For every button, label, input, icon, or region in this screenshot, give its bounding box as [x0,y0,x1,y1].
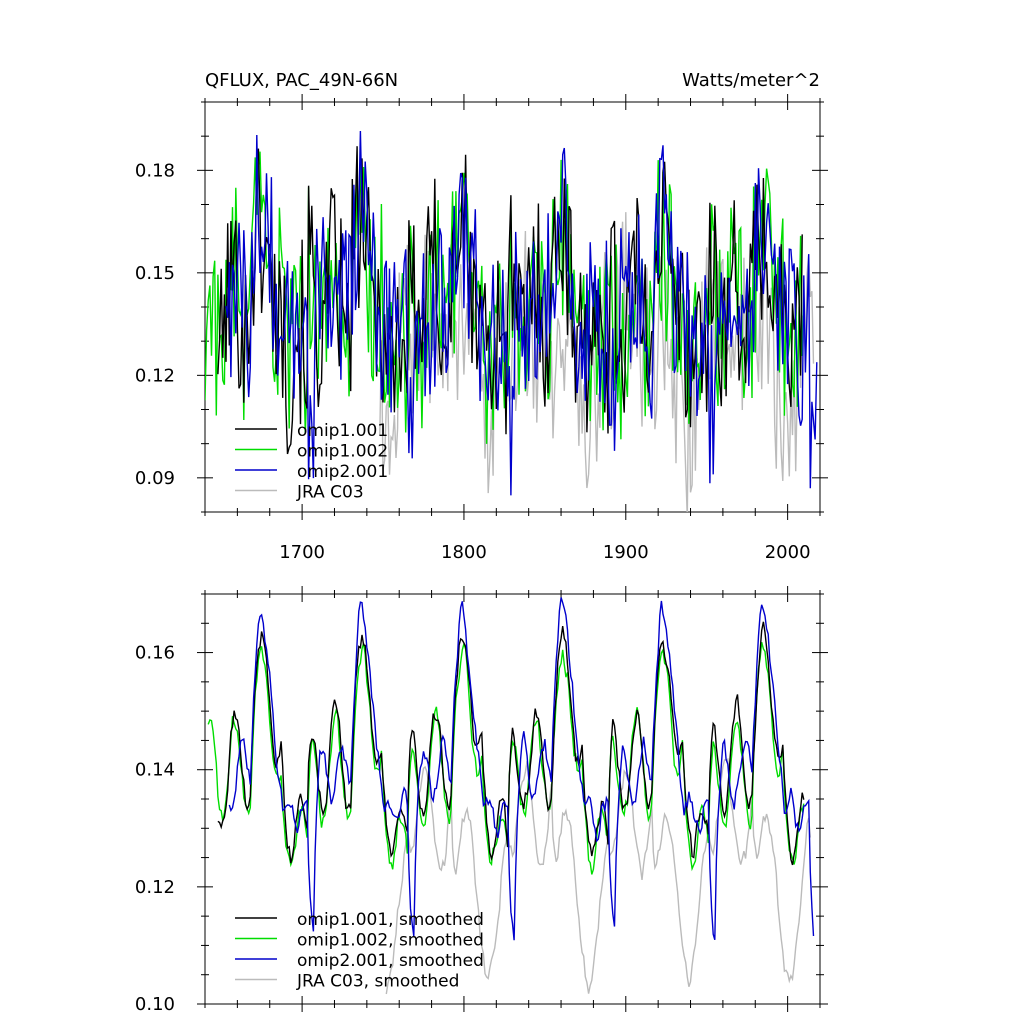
legend-label: omip2.001 [297,462,388,482]
x-tick-label: 1800 [441,542,487,563]
y-tick-label: 0.16 [135,643,175,664]
y-tick-label: 0.12 [135,365,175,386]
series-line-omip2-001-smoothed [228,597,815,941]
series-line-jra-c03-smoothed [385,758,811,995]
legend-label: omip2.001, smoothed [297,951,484,971]
bottom-panel: 0.10 0.12 0.14 0.16 omip1.001, smoothedomip1… [135,586,828,1015]
x-tick-label: 1700 [279,542,325,563]
series-line-omip2-001 [225,130,818,496]
y-tick-label: 0.15 [135,263,175,284]
x-tick-label: 1900 [603,542,649,563]
chart-title: QFLUX, PAC_49N-66N [205,70,398,91]
y-tick-label: 0.12 [135,877,175,898]
y-tick-label: 0.10 [135,994,175,1015]
units-label: Watts/meter^2 [682,70,820,91]
y-tick-label: 0.18 [135,160,175,181]
legend-label: omip1.001 [297,421,388,441]
legend-label: JRA C03, smoothed [296,972,459,992]
y-tick-label: 0.09 [135,468,175,489]
top-panel: 1700 1800 1900 2000 0.09 0.12 0.15 0.18 QFLUX, P… [135,70,828,563]
legend-label: omip1.002, smoothed [297,931,484,951]
legend-label: omip1.002 [297,442,388,462]
y-tick-label: 0.14 [135,760,175,781]
series-line-omip1-001-smoothed [217,621,805,866]
legend-label: JRA C03 [296,483,364,503]
x-tick-label: 2000 [765,542,811,563]
legend-label: omip1.001, smoothed [297,910,484,930]
